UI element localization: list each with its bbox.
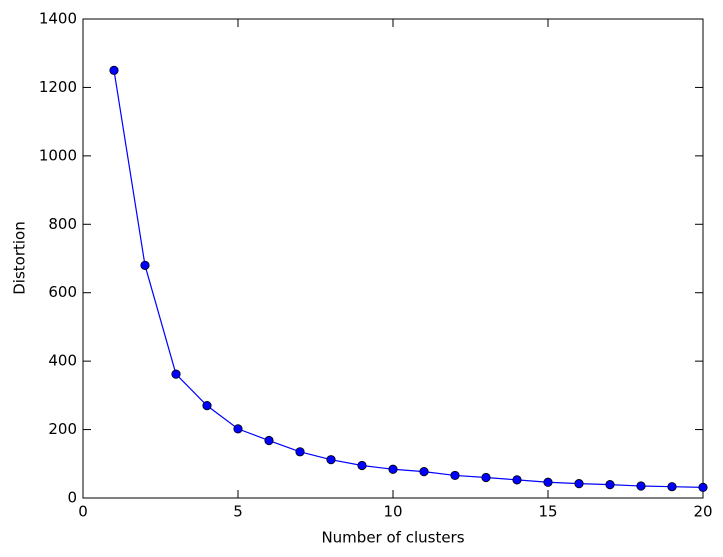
y-tick-label: 400 <box>48 352 77 370</box>
point <box>233 424 243 434</box>
y-tick-label: 1400 <box>39 10 77 28</box>
x-axis-label: Number of clusters <box>321 529 464 547</box>
y-tick-label: 600 <box>48 283 77 301</box>
x-tick-label: 0 <box>78 503 88 521</box>
y-tick-label: 0 <box>67 489 77 507</box>
point <box>357 460 367 471</box>
point <box>388 464 398 474</box>
point <box>264 435 274 446</box>
point <box>698 482 708 492</box>
x-tick-label: 15 <box>538 503 557 521</box>
y-tick-label: 1200 <box>39 78 77 96</box>
x-tick-label: 10 <box>383 503 402 521</box>
point <box>326 455 336 465</box>
point <box>667 482 677 492</box>
x-tick-label: 20 <box>693 503 712 521</box>
point <box>450 470 460 481</box>
point <box>512 475 522 485</box>
point <box>202 401 212 411</box>
point <box>481 472 491 483</box>
point <box>605 480 615 490</box>
point <box>140 260 150 270</box>
point <box>419 467 429 477</box>
point <box>636 481 646 491</box>
point <box>171 369 181 379</box>
y-axis-label: Distortion <box>11 221 29 295</box>
y-tick-label: 800 <box>48 215 77 233</box>
y-tick-label: 1000 <box>39 146 77 164</box>
y-tick-label: 200 <box>48 420 77 438</box>
point <box>295 447 305 457</box>
series-line <box>113 70 704 488</box>
point <box>543 477 553 487</box>
point <box>574 479 584 489</box>
plot-frame <box>82 18 704 499</box>
x-tick-label: 5 <box>233 503 243 521</box>
point <box>109 65 119 75</box>
